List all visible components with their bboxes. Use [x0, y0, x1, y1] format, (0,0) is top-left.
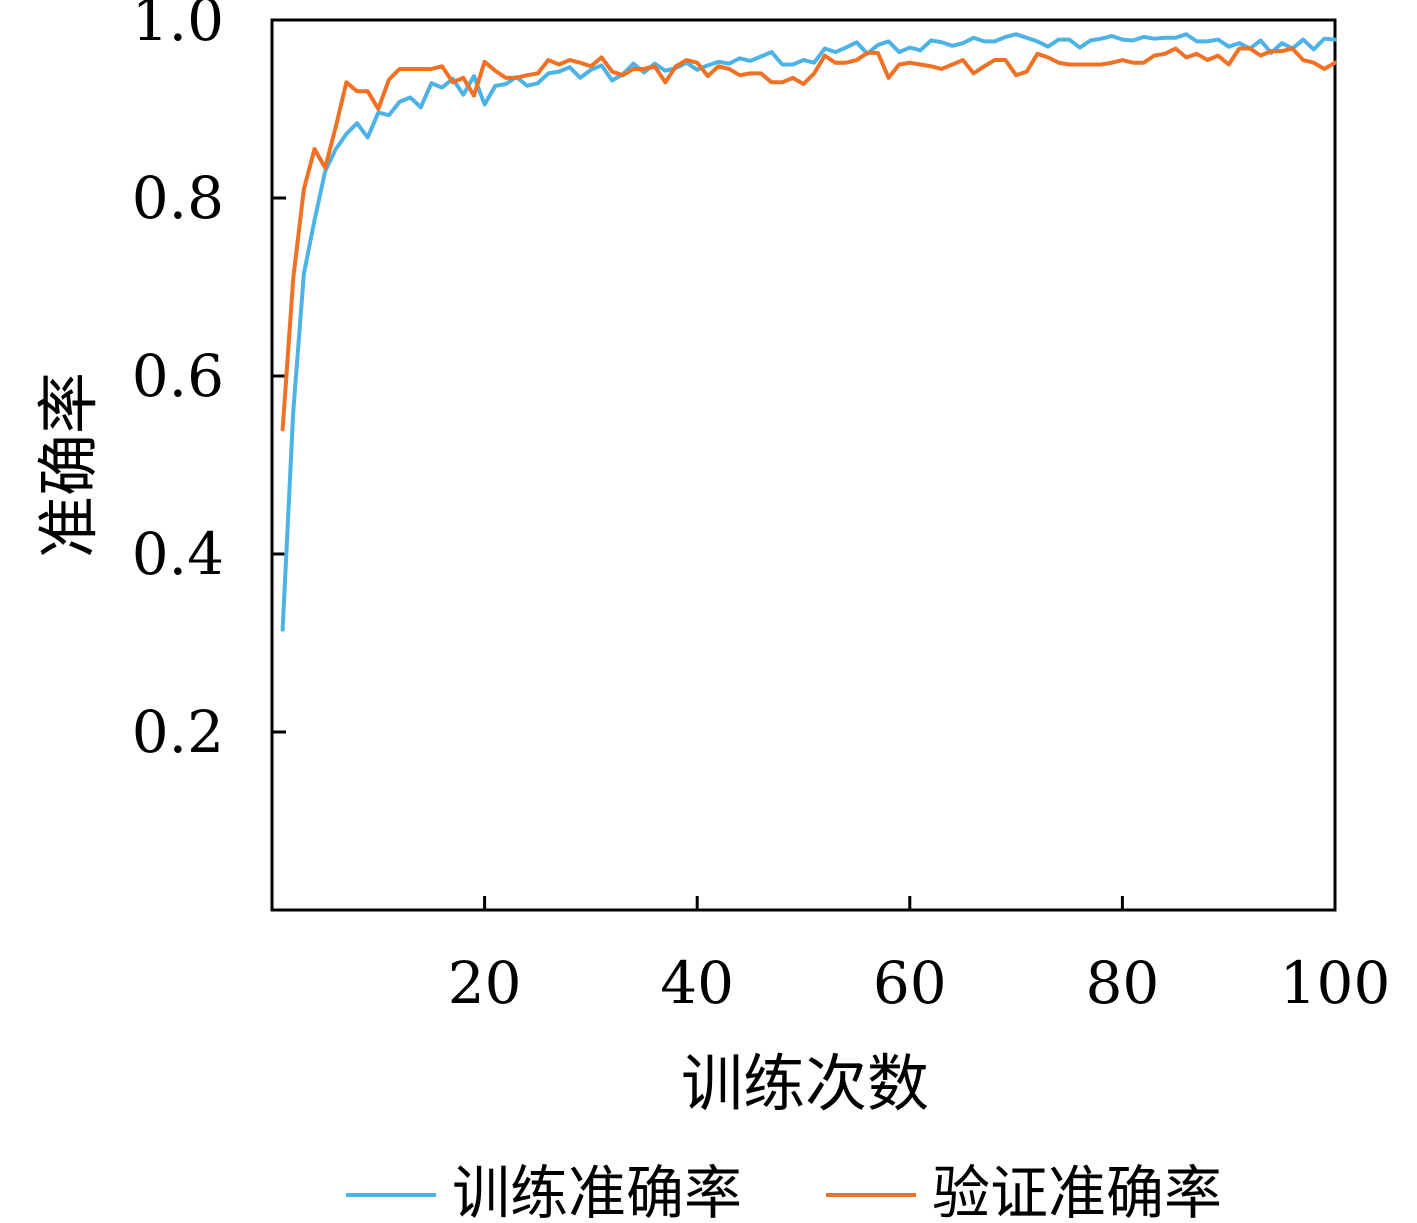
x-axis-ticks: 20 40 60 80 100: [448, 896, 1391, 1017]
y-tick-label: 0.6: [132, 342, 224, 410]
x-tick-label: 80: [1085, 949, 1159, 1017]
series-line-validation-accuracy: [280, 46, 1337, 432]
y-axis-ticks: 0.2 0.4 0.6 0.8 1.0: [132, 0, 286, 766]
x-tick-label: 40: [660, 949, 734, 1017]
x-tick-label: 20: [448, 949, 522, 1017]
y-tick-label: 0.8: [132, 164, 224, 232]
series-lines: [280, 32, 1337, 632]
y-tick-label: 0.4: [132, 520, 224, 588]
y-axis-label: 准确率: [32, 372, 105, 558]
legend-label-validation: 验证准确率: [932, 1159, 1222, 1223]
x-tick-label: 60: [873, 949, 947, 1017]
y-tick-label: 1.0: [132, 0, 224, 54]
series-line-train-accuracy: [280, 32, 1337, 632]
legend: 训练准确率 验证准确率: [346, 1159, 1222, 1223]
x-tick-label: 100: [1280, 949, 1391, 1017]
x-axis-label: 训练次数: [681, 1047, 929, 1120]
plot-frame: [270, 18, 1337, 912]
legend-label-train: 训练准确率: [452, 1159, 742, 1223]
y-tick-label: 0.2: [132, 698, 224, 766]
